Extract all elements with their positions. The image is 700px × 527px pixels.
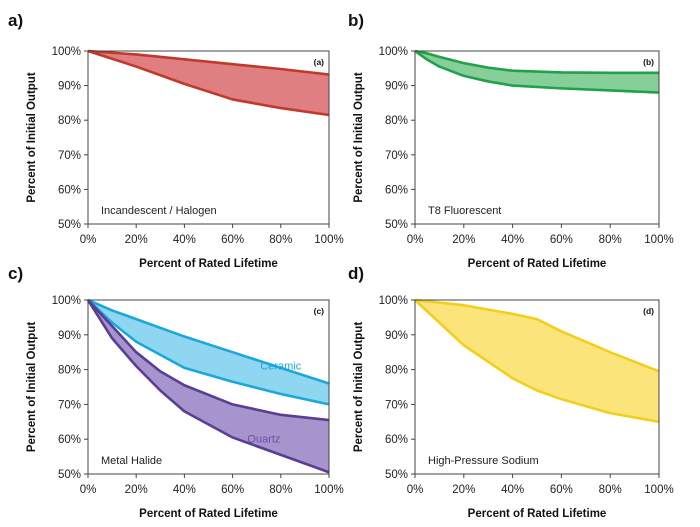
series-label-ceramic: Ceramic [260, 361, 301, 373]
y-axis-label: Percent of Initial Output [353, 322, 365, 453]
y-tick-label: 60% [58, 184, 81, 196]
plot-frame [414, 50, 660, 225]
y-tick-label: 80% [58, 115, 81, 127]
x-tick-label: 40% [501, 484, 524, 496]
y-tick-label: 100% [379, 46, 408, 58]
y-tick-label: 60% [385, 184, 408, 196]
x-tick-label: 80% [599, 234, 622, 246]
panel-letter: b) [348, 11, 364, 30]
chart-panel-4: d) 50% 60% 70% 80% 90% 100% 0% 20% 40% 60% 80% 100% P… [348, 264, 674, 520]
plot-frame [87, 299, 330, 475]
y-tick-label: 70% [58, 150, 81, 162]
x-tick-label: 40% [501, 234, 524, 246]
y-tick-label: 70% [385, 150, 408, 162]
x-tick-label: 20% [125, 484, 148, 496]
series-band [88, 300, 329, 405]
panel-letter: c) [8, 264, 23, 283]
x-axis-label: Percent of Rated Lifetime [468, 508, 607, 520]
y-tick-label: 60% [385, 434, 408, 446]
y-tick-label: 90% [58, 81, 81, 93]
series-lower-line [87, 299, 330, 406]
y-axis-label: Percent of Initial Output [353, 72, 365, 203]
x-axis-label: Percent of Rated Lifetime [139, 508, 278, 520]
x-tick-label: 60% [550, 484, 573, 496]
panel-caption: Incandescent / Halogen [101, 205, 217, 217]
x-tick-label: 100% [644, 484, 673, 496]
panel-caption: High-Pressure Sodium [428, 455, 539, 467]
x-tick-label: 60% [221, 234, 244, 246]
x-tick-label: 80% [599, 484, 622, 496]
series-upper-line [87, 49, 330, 76]
y-tick-label: 90% [58, 330, 81, 342]
y-tick-label: 90% [385, 81, 408, 93]
x-axis-label: Percent of Rated Lifetime [468, 258, 607, 270]
x-tick-label: 40% [173, 234, 196, 246]
x-tick-label: 40% [173, 484, 196, 496]
panel-caption: T8 Fluorescent [428, 205, 501, 217]
y-tick-label: 50% [58, 469, 81, 481]
x-tick-label: 0% [407, 234, 424, 246]
series-label-quartz: Quartz [247, 434, 280, 446]
y-tick-label: 50% [58, 219, 81, 231]
series-upper-line [414, 298, 660, 373]
x-tick-label: 100% [314, 484, 343, 496]
y-tick-label: 50% [385, 219, 408, 231]
y-tick-label: 80% [385, 365, 408, 377]
y-tick-label: 60% [58, 434, 81, 446]
panel-tag: (d) [643, 306, 654, 316]
x-tick-label: 20% [452, 234, 475, 246]
y-axis-label: Percent of Initial Output [26, 322, 38, 453]
panel-letter: a) [8, 11, 23, 30]
x-tick-label: 80% [269, 484, 292, 496]
chart-panel-2: b) 50% 60% 70% 80% 90% 100% 0% 20% 40% 60% 80% 100% P… [348, 11, 674, 270]
x-tick-label: 20% [452, 484, 475, 496]
series-lower-line [414, 299, 660, 424]
y-tick-label: 100% [379, 295, 408, 307]
panel-tag: (b) [643, 57, 654, 67]
y-tick-label: 70% [385, 399, 408, 411]
plot-frame [414, 299, 660, 475]
series-upper-line [414, 49, 659, 75]
y-tick-label: 70% [58, 399, 81, 411]
x-tick-label: 0% [80, 484, 97, 496]
y-tick-label: 100% [52, 46, 81, 58]
series-upper-line [87, 298, 330, 385]
x-tick-label: 80% [269, 234, 292, 246]
chart-panel-3: c) Ceramic Quartz 50% 60% 70% 80% 90% 100% 0% 20% 4… [8, 264, 344, 520]
y-tick-label: 50% [385, 469, 408, 481]
x-tick-label: 100% [314, 234, 343, 246]
panel-caption: Metal Halide [101, 455, 162, 467]
series-upper-line [87, 299, 330, 422]
x-tick-label: 60% [550, 234, 573, 246]
y-tick-label: 90% [385, 330, 408, 342]
series-lower-line [87, 49, 330, 117]
series-band [88, 300, 329, 473]
y-tick-label: 100% [52, 295, 81, 307]
x-tick-label: 0% [80, 234, 97, 246]
y-tick-label: 80% [58, 365, 81, 377]
panel-tag: (c) [314, 306, 325, 316]
panel-letter: d) [348, 264, 364, 283]
chart-panel-1: a) 50% 60% 70% 80% 90% 100% 0% 20% 40% 60% 80% 100% P… [8, 11, 344, 270]
plot-frame [87, 50, 330, 225]
x-tick-label: 0% [407, 484, 424, 496]
x-axis-label: Percent of Rated Lifetime [139, 258, 278, 270]
series-band [88, 51, 329, 116]
series-lower-line [414, 49, 660, 94]
x-tick-label: 100% [644, 234, 673, 246]
y-tick-label: 80% [385, 115, 408, 127]
x-tick-label: 60% [221, 484, 244, 496]
y-axis-label: Percent of Initial Output [26, 72, 38, 203]
series-lower-line [86, 299, 330, 474]
x-tick-label: 20% [125, 234, 148, 246]
series-band [415, 300, 659, 422]
panel-tag: (a) [314, 57, 325, 67]
